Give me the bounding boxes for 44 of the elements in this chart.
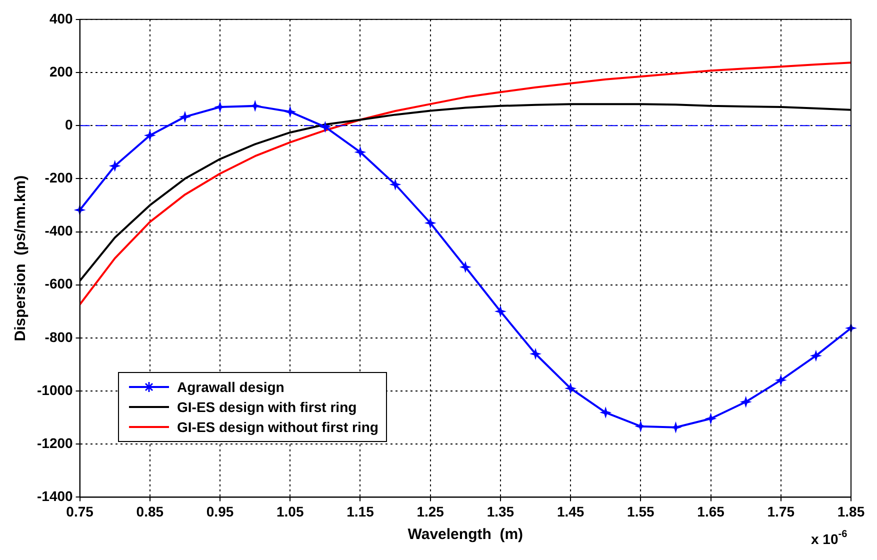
point [459,261,472,274]
y-axis-title: Dispersion (ps/nm.km) [12,175,30,342]
point [354,146,366,158]
x-tick-label: 0.85 [136,503,164,520]
point [424,216,436,229]
y-tick-label: 200 [49,63,74,80]
point [810,350,822,362]
point [284,106,296,118]
y-tick-label: -400 [44,222,74,239]
point [530,348,542,360]
x-tick-label: 1.25 [416,503,444,520]
point [319,120,332,133]
point [740,396,752,408]
x-tick-label: 1.45 [556,503,584,520]
legend-label: GI-ES design without first ring [177,419,378,435]
point [600,406,612,419]
y-tick-label: 0 [65,116,74,132]
point [494,305,506,318]
point [389,178,402,191]
x-tick-label: 1.05 [276,503,304,520]
y-tick-label: -800 [44,328,74,345]
point [108,160,121,172]
point [178,110,191,123]
point [774,374,787,386]
x-tick-label: 1.85 [837,503,865,520]
point [704,412,717,425]
x-axis-title: Wavelength (m) [408,526,524,544]
point [564,382,577,394]
x-tick-label: 1.75 [767,503,795,520]
legend-label: GI-ES design with first ring [177,399,357,415]
y-tick-label: 400 [49,10,74,26]
x-tick-label: 0.95 [206,503,234,520]
y-tick-label: -1000 [36,382,74,398]
x-tick-label: 0.75 [66,503,94,520]
legend-label: Agrawall design [177,379,284,395]
point [144,129,156,142]
x-tick-label: 1.35 [486,503,514,520]
x-tick-label: 1.55 [627,503,655,520]
x-tick-label: 1.65 [697,503,725,520]
y-tick-label: -600 [44,276,74,292]
y-tick-label: -1400 [36,488,74,504]
y-tick-label: -200 [44,170,74,186]
x-tick-label: 1.15 [346,503,374,520]
y-tick-label: -1200 [36,434,74,451]
